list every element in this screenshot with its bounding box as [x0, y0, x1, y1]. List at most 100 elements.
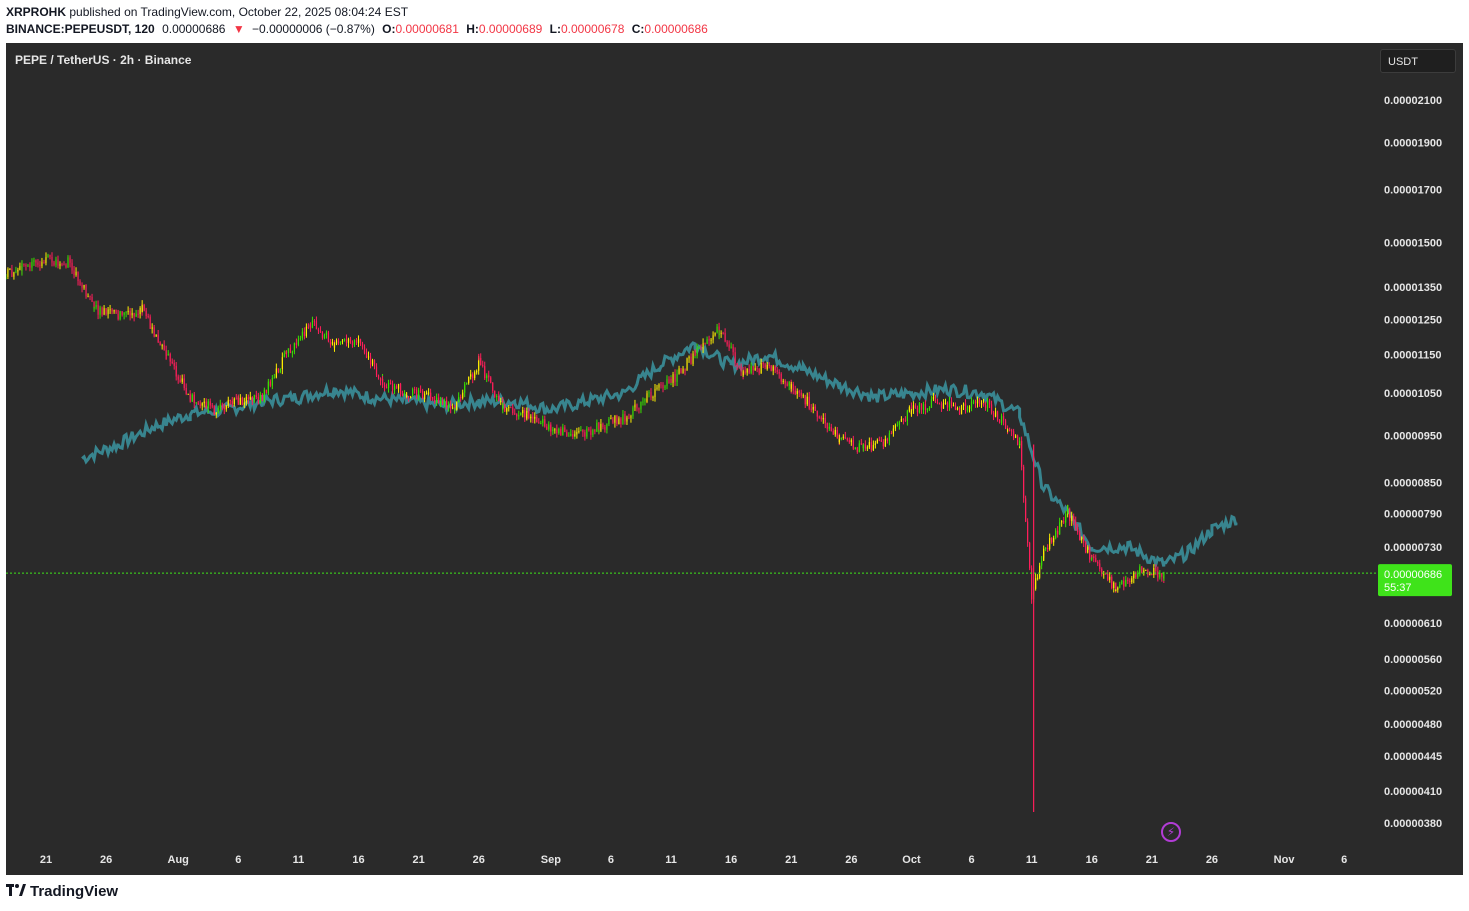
- candle-body: [766, 365, 768, 369]
- candle-body: [584, 432, 586, 437]
- candle-body: [87, 295, 89, 297]
- candle-body: [1002, 416, 1005, 421]
- candle-body: [482, 364, 484, 367]
- candle-body: [191, 394, 193, 402]
- candle-body: [972, 401, 975, 403]
- candle-body: [1153, 567, 1155, 576]
- y-tick-label: 0.00001350: [1384, 282, 1442, 294]
- candle-body: [19, 266, 21, 270]
- candle-body: [1081, 537, 1083, 541]
- candle-body: [1049, 537, 1051, 550]
- lightning-icon[interactable]: ⚡: [1161, 822, 1181, 842]
- candle-body: [776, 370, 778, 372]
- candle-body: [105, 308, 107, 315]
- candle-body: [73, 270, 75, 275]
- candle-body: [576, 431, 578, 435]
- candle-body: [546, 426, 548, 430]
- candle-body: [271, 378, 273, 386]
- candle-body: [490, 377, 492, 383]
- tradingview-logo[interactable]: TradingView: [6, 883, 118, 900]
- candle-body: [89, 295, 91, 297]
- candle-body: [1159, 573, 1161, 578]
- candle-body: [642, 401, 644, 403]
- candle-body: [47, 254, 49, 258]
- candle-body: [381, 378, 384, 385]
- candle-body: [580, 429, 582, 432]
- candle-body: [319, 330, 322, 332]
- candle-body: [964, 403, 967, 411]
- candle-body: [508, 407, 510, 409]
- candle-body: [377, 375, 380, 378]
- candle-body: [712, 335, 714, 340]
- overlay-series-line: [81, 341, 1238, 570]
- x-tick-label: 26: [100, 854, 112, 866]
- candle-body: [710, 339, 712, 341]
- candle-body: [215, 413, 217, 415]
- candle-body: [842, 436, 844, 438]
- candle-body: [654, 388, 656, 398]
- candle-body: [840, 437, 842, 439]
- candle-body: [734, 352, 736, 364]
- candle-body: [201, 403, 203, 406]
- candle-body: [844, 436, 846, 439]
- chart-pane[interactable]: 0.00002100 0.00001900 0.00001700 0.00001500…: [6, 43, 1463, 875]
- candle-body: [119, 311, 121, 320]
- current-price-label: [1378, 564, 1452, 597]
- candle-body: [27, 265, 29, 267]
- candle-body: [399, 383, 402, 394]
- candle-body: [746, 368, 748, 373]
- candle-body: [910, 410, 913, 415]
- x-tick-label: 26: [845, 854, 857, 866]
- candle-body: [151, 327, 153, 329]
- candle-body: [1137, 573, 1139, 578]
- candle-body: [516, 414, 518, 417]
- candle-body: [540, 423, 542, 425]
- candle-body: [1113, 582, 1115, 588]
- candle-body: [650, 392, 652, 398]
- symbol-name[interactable]: BINANCE:PEPEUSDT, 120: [6, 22, 155, 36]
- price-chart[interactable]: 0.00002100 0.00001900 0.00001700 0.00001500…: [6, 43, 1463, 875]
- candle-body: [936, 401, 939, 404]
- candle-body: [6, 276, 7, 280]
- candle-body: [195, 402, 197, 404]
- candle-body: [410, 396, 412, 399]
- candle-body: [43, 262, 45, 264]
- x-tick-label: 26: [1206, 854, 1218, 866]
- candle-body: [622, 419, 624, 424]
- price-change: −0.00000006 (−0.87%): [252, 22, 375, 36]
- candle-body: [636, 404, 638, 409]
- candle-body: [261, 396, 263, 401]
- candle-body: [980, 403, 983, 405]
- candle-body: [25, 265, 27, 267]
- candle-body: [784, 380, 786, 384]
- candle-body: [145, 310, 147, 317]
- candle-body: [111, 309, 113, 312]
- candle-body: [662, 385, 664, 389]
- candle-body: [808, 396, 810, 409]
- currency-selector[interactable]: USDT: [1380, 49, 1456, 73]
- candle-body: [756, 368, 758, 370]
- candle-body: [33, 260, 35, 262]
- x-tick-label: Nov: [1274, 854, 1296, 866]
- candle-body: [926, 408, 929, 410]
- candle-body: [115, 309, 117, 314]
- x-tick-label: Sep: [541, 854, 561, 866]
- candle-body: [414, 389, 416, 391]
- candle-body: [608, 418, 610, 425]
- candle-body: [103, 308, 105, 315]
- candle-body: [618, 418, 620, 425]
- candle-body: [444, 400, 446, 404]
- candle-body: [914, 405, 917, 408]
- candle-body: [568, 435, 570, 437]
- candle-body: [970, 401, 973, 407]
- candle-body: [696, 348, 698, 356]
- candle-body: [878, 439, 880, 441]
- candle-body: [1103, 573, 1105, 575]
- candle-body: [556, 429, 558, 434]
- author-name[interactable]: XRPROHK: [6, 5, 67, 19]
- candle-body: [1085, 542, 1087, 553]
- candle-body: [1121, 580, 1123, 585]
- candle-body: [1075, 521, 1077, 529]
- candle-body: [1051, 537, 1053, 543]
- candle-body: [480, 358, 482, 365]
